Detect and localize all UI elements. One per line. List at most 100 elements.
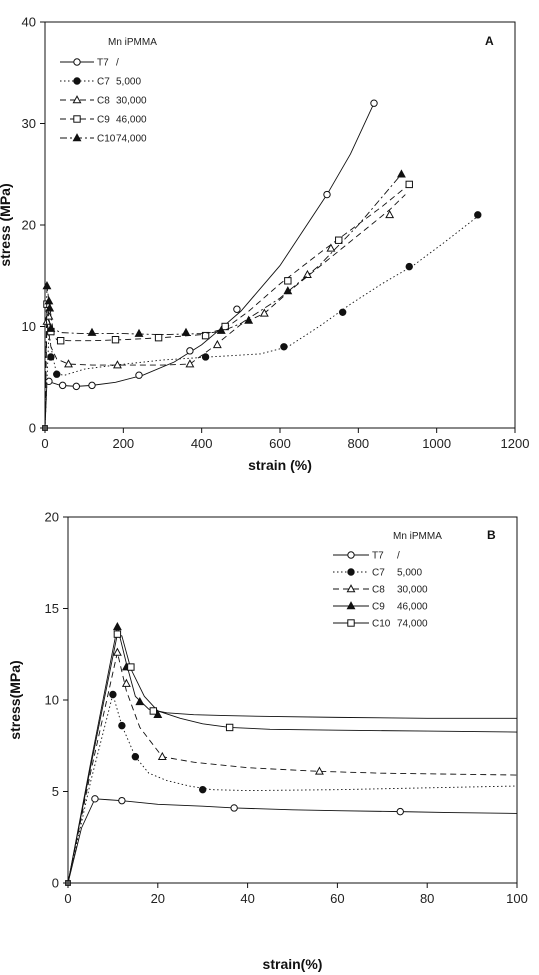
chart-a: 0 200 400 600 800 1000 1200 0 10 20 30 40 strain (%)… [0, 15, 530, 474]
x-tick-label: 1200 [501, 436, 530, 451]
point-c8 [157, 751, 167, 761]
y-tick-label: 20 [45, 510, 59, 525]
point-c7 [201, 353, 210, 361]
legend-name-c9: C9 [97, 115, 110, 126]
point-c10 [244, 315, 254, 324]
point-c7 [280, 343, 288, 351]
point-c9 [221, 322, 229, 331]
legend-mn-c10: 74,000 [116, 134, 147, 145]
point-t7 [72, 382, 81, 391]
point-c9 [284, 277, 292, 285]
point-c10 [42, 281, 52, 290]
point-c9 [154, 333, 163, 342]
series-line-t7 [44, 103, 375, 429]
x-tick-label: 1000 [422, 436, 451, 451]
y-tick-label: 10 [45, 693, 59, 708]
point-c7 [131, 753, 140, 761]
y-tick-label: 5 [52, 784, 59, 799]
point-c9 [335, 236, 343, 244]
point-c9 [56, 337, 65, 345]
point-c7 [47, 353, 55, 361]
legend-mn-t7: / [116, 58, 119, 69]
y-tick-label: 30 [22, 116, 36, 131]
point-c10 [225, 723, 234, 732]
x-tick-label: 200 [112, 436, 134, 451]
point-t7 [91, 795, 99, 803]
point-t7 [396, 807, 404, 816]
legend-marker-c10 [347, 619, 355, 627]
x-tick-label: 60 [330, 891, 344, 906]
legend-header: Mn iPMMA [108, 37, 157, 48]
point-t7 [370, 99, 378, 107]
legend-marker-t7 [73, 58, 81, 66]
series-line-c9 [44, 184, 410, 429]
point-t7 [135, 371, 143, 379]
point-c8 [314, 766, 324, 775]
point-c10 [45, 303, 55, 312]
series-t7 [67, 795, 518, 884]
point-c8 [112, 647, 122, 656]
point-c7 [199, 785, 207, 794]
legend-name-c10: C10 [372, 619, 391, 630]
legend-marker-t7 [347, 551, 355, 559]
legend-name-t7: T7 [372, 551, 384, 562]
x-tick-label: 800 [347, 436, 369, 451]
origin-point [42, 425, 48, 431]
point-c9 [135, 696, 145, 706]
point-c10 [113, 630, 122, 638]
plot-area [67, 516, 518, 884]
series-c9 [43, 180, 413, 429]
legend-name-c8: C8 [372, 585, 385, 596]
point-t7 [58, 381, 67, 390]
legend-header: Mn iPMMA [393, 531, 442, 542]
point-c8 [212, 339, 222, 349]
series-c8 [67, 647, 518, 884]
point-c9 [405, 180, 413, 189]
point-t7 [323, 190, 331, 199]
point-t7 [233, 305, 241, 313]
series-t7 [44, 99, 378, 429]
point-c10 [181, 327, 191, 336]
y-tick-label: 10 [22, 319, 36, 334]
series-line-c7 [44, 214, 481, 429]
point-c7 [109, 690, 117, 699]
series-line-t7 [67, 798, 518, 884]
point-c10 [216, 325, 226, 334]
legend-marker-c9 [73, 115, 81, 123]
series-line-c8 [67, 652, 518, 884]
legend-name-c9: C9 [372, 602, 385, 613]
legend-mn-c10: 74,000 [397, 619, 428, 630]
point-c7 [118, 721, 126, 730]
point-t7 [186, 347, 194, 355]
legend-marker-c9 [346, 601, 356, 610]
point-c10 [134, 328, 144, 337]
x-tick-label: 80 [420, 891, 434, 906]
point-c10 [396, 169, 406, 178]
point-c10 [127, 663, 135, 671]
chart-b: 0 20 40 60 80 100 0 5 10 15 20 strain(%) stress(MPa)… [7, 510, 528, 973]
x-tick-label: 20 [151, 891, 165, 906]
x-tick-label: 40 [240, 891, 254, 906]
point-c10 [283, 286, 293, 295]
x-tick-label: 100 [506, 891, 528, 906]
legend-mn-c9: 46,000 [397, 602, 428, 613]
y-tick-label: 0 [52, 876, 59, 891]
y-tick-label: 15 [45, 601, 59, 616]
point-c8 [64, 359, 73, 368]
y-axis-title: stress (MPa) [0, 183, 13, 266]
series-line-c10 [44, 173, 402, 429]
point-c10 [87, 327, 97, 336]
point-c8 [259, 308, 269, 317]
point-c8 [385, 210, 395, 219]
y-tick-label: 20 [22, 218, 36, 233]
legend-mn-c7: 5,000 [397, 568, 422, 579]
legend-marker-c7 [73, 77, 81, 85]
series-c10 [67, 630, 518, 884]
y-tick-label: 0 [29, 421, 36, 436]
point-c7 [405, 262, 413, 271]
x-tick-label: 600 [269, 436, 291, 451]
x-axis-title: strain(%) [263, 956, 323, 972]
panel-letter: A [485, 34, 494, 48]
